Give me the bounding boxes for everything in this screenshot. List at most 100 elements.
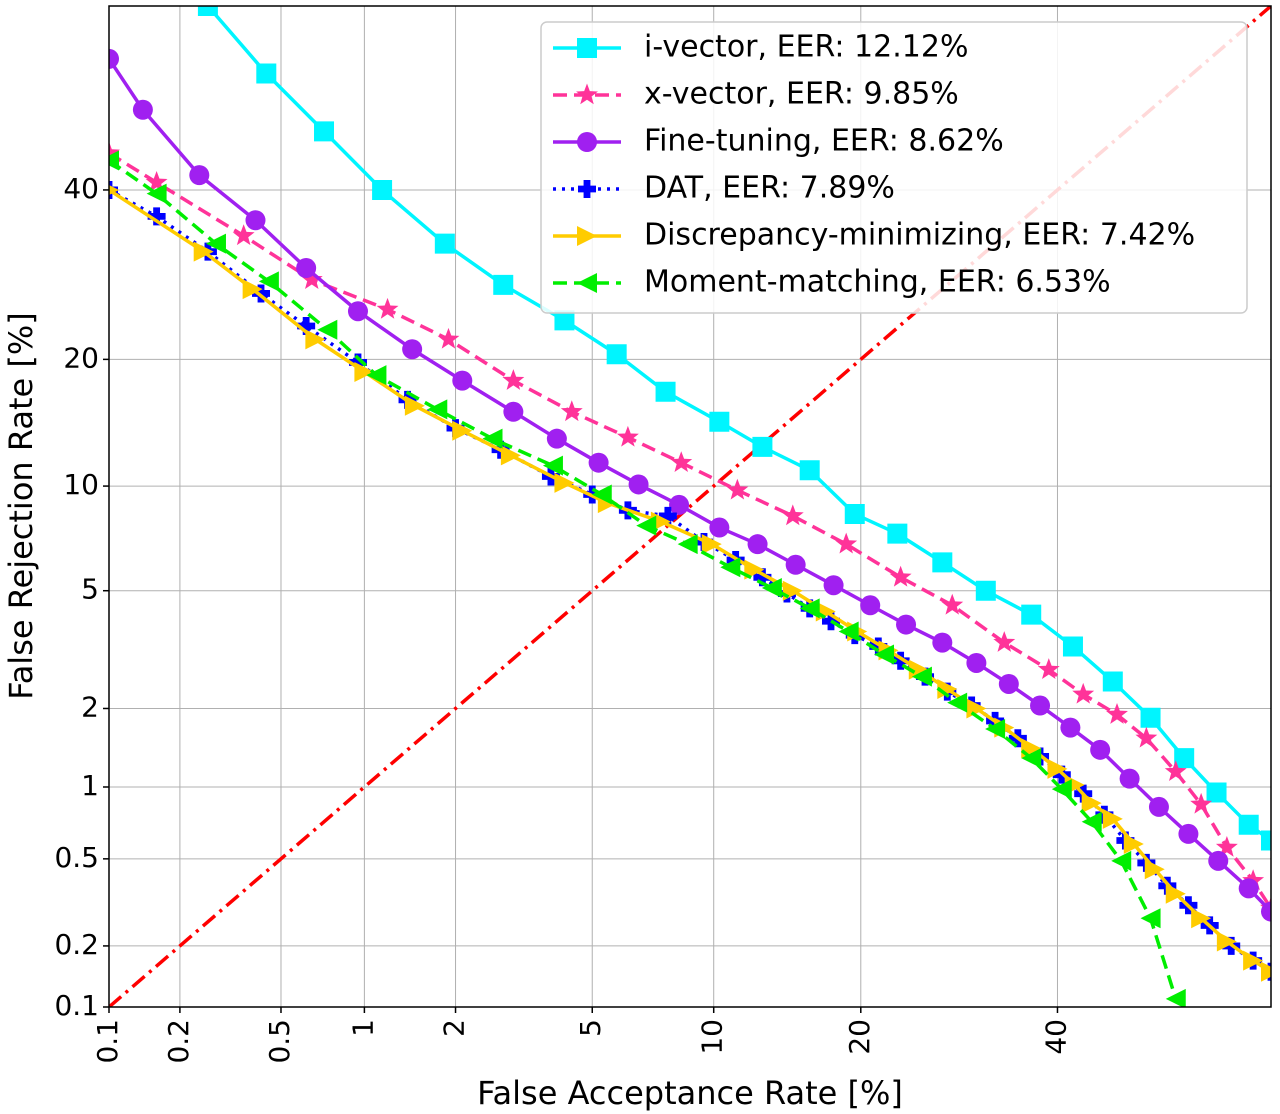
legend-swatch-marker	[577, 273, 597, 293]
y-tick-label: 2	[81, 690, 99, 723]
data-point	[297, 316, 316, 335]
x-tick-label: 5	[574, 1019, 607, 1037]
legend-item: x-vector, EER: 9.85%	[553, 77, 959, 112]
data-point	[1119, 768, 1140, 789]
data-point	[1081, 811, 1102, 832]
data-point	[256, 63, 277, 84]
data-point	[1140, 908, 1161, 929]
data-point	[1106, 703, 1128, 724]
legend-item: Moment-matching, EER: 6.53%	[553, 265, 1111, 300]
legend-label: Fine-tuning, EER: 8.62%	[644, 124, 1004, 159]
x-axis-label: False Acceptance Rate [%]	[477, 1074, 903, 1112]
data-point	[908, 659, 929, 680]
data-point	[1030, 695, 1051, 716]
data-point	[147, 207, 166, 226]
data-point	[197, 6, 218, 16]
data-point	[296, 258, 317, 279]
data-point	[258, 271, 279, 292]
data-point	[317, 319, 338, 340]
x-tick-label: 20	[843, 1019, 876, 1055]
data-point	[145, 171, 168, 192]
data-point	[245, 210, 266, 231]
data-point	[1148, 796, 1169, 817]
data-point	[1021, 748, 1042, 769]
legend-item: DAT, EER: 7.89%	[553, 171, 895, 206]
data-point	[588, 452, 609, 473]
data-point	[677, 534, 698, 555]
data-point	[998, 673, 1019, 694]
data-point	[709, 411, 730, 432]
data-point	[947, 692, 968, 713]
data-point	[937, 679, 958, 700]
data-point	[437, 327, 460, 349]
data-point	[542, 455, 563, 476]
data-point	[932, 552, 953, 573]
data-point	[1051, 779, 1072, 800]
y-tick-label: 20	[63, 341, 99, 374]
legend-label: x-vector, EER: 9.85%	[644, 77, 959, 112]
series-line	[109, 159, 1178, 1000]
y-axis-ticks: 0.1 0.2 0.5 1 2 5 10 20 40	[54, 172, 109, 1022]
x-tick-label: 40	[1039, 1019, 1072, 1055]
data-point	[503, 401, 524, 422]
data-point	[434, 233, 455, 254]
data-point	[1123, 833, 1144, 854]
data-point	[860, 595, 881, 616]
legend-swatch-marker	[577, 38, 597, 58]
series-1	[109, 141, 1271, 918]
data-point	[1208, 850, 1229, 871]
data-point	[1140, 707, 1161, 728]
legend-swatch-marker	[577, 132, 597, 152]
y-tick-label: 0.1	[54, 989, 99, 1022]
data-point	[252, 284, 271, 303]
legend-label: DAT, EER: 7.89%	[644, 171, 895, 206]
data-point	[628, 474, 649, 495]
data-point	[799, 598, 820, 619]
data-point	[932, 632, 953, 653]
data-point	[1090, 739, 1111, 760]
data-point	[109, 48, 119, 69]
data-point	[1081, 793, 1102, 814]
data-point	[1190, 792, 1213, 814]
data-point	[314, 121, 335, 142]
legend: i-vector, EER: 12.12% x-vector, EER: 9.85…	[540, 21, 1248, 314]
data-point	[1261, 961, 1271, 982]
data-point	[670, 451, 693, 472]
data-point	[500, 445, 521, 466]
data-point	[1072, 682, 1095, 704]
data-point	[1243, 950, 1264, 971]
data-point	[1135, 726, 1158, 748]
data-point	[785, 554, 806, 575]
data-point	[1144, 859, 1165, 880]
data-point	[242, 279, 263, 300]
data-point	[823, 575, 844, 596]
data-point	[1165, 883, 1186, 904]
legend-item: Discrepancy-minimizing, EER: 7.42%	[553, 218, 1195, 253]
data-point	[132, 99, 153, 120]
data-point	[606, 344, 627, 365]
data-point	[1238, 814, 1259, 835]
x-tick-label: 10	[696, 1019, 729, 1055]
data-point	[305, 329, 326, 350]
x-tick-label: 0.2	[162, 1019, 195, 1064]
data-point	[869, 637, 888, 656]
data-point	[669, 494, 690, 515]
series-0	[197, 6, 1271, 851]
legend-box	[540, 21, 1248, 314]
legend-label: Discrepancy-minimizing, EER: 7.42%	[644, 218, 1195, 253]
data-point	[753, 568, 772, 587]
data-point	[720, 557, 741, 578]
legend-label: Moment-matching, EER: 6.53%	[644, 265, 1111, 300]
data-point	[347, 301, 368, 322]
y-tick-label: 10	[63, 468, 99, 501]
data-point	[896, 614, 917, 635]
data-point	[616, 425, 639, 447]
y-tick-label: 5	[81, 573, 99, 606]
data-point	[1178, 823, 1199, 844]
y-tick-label: 40	[63, 172, 99, 205]
data-point	[941, 593, 964, 615]
data-point	[193, 241, 214, 262]
data-point	[658, 506, 677, 525]
data-point	[554, 310, 575, 331]
data-point	[546, 428, 567, 449]
